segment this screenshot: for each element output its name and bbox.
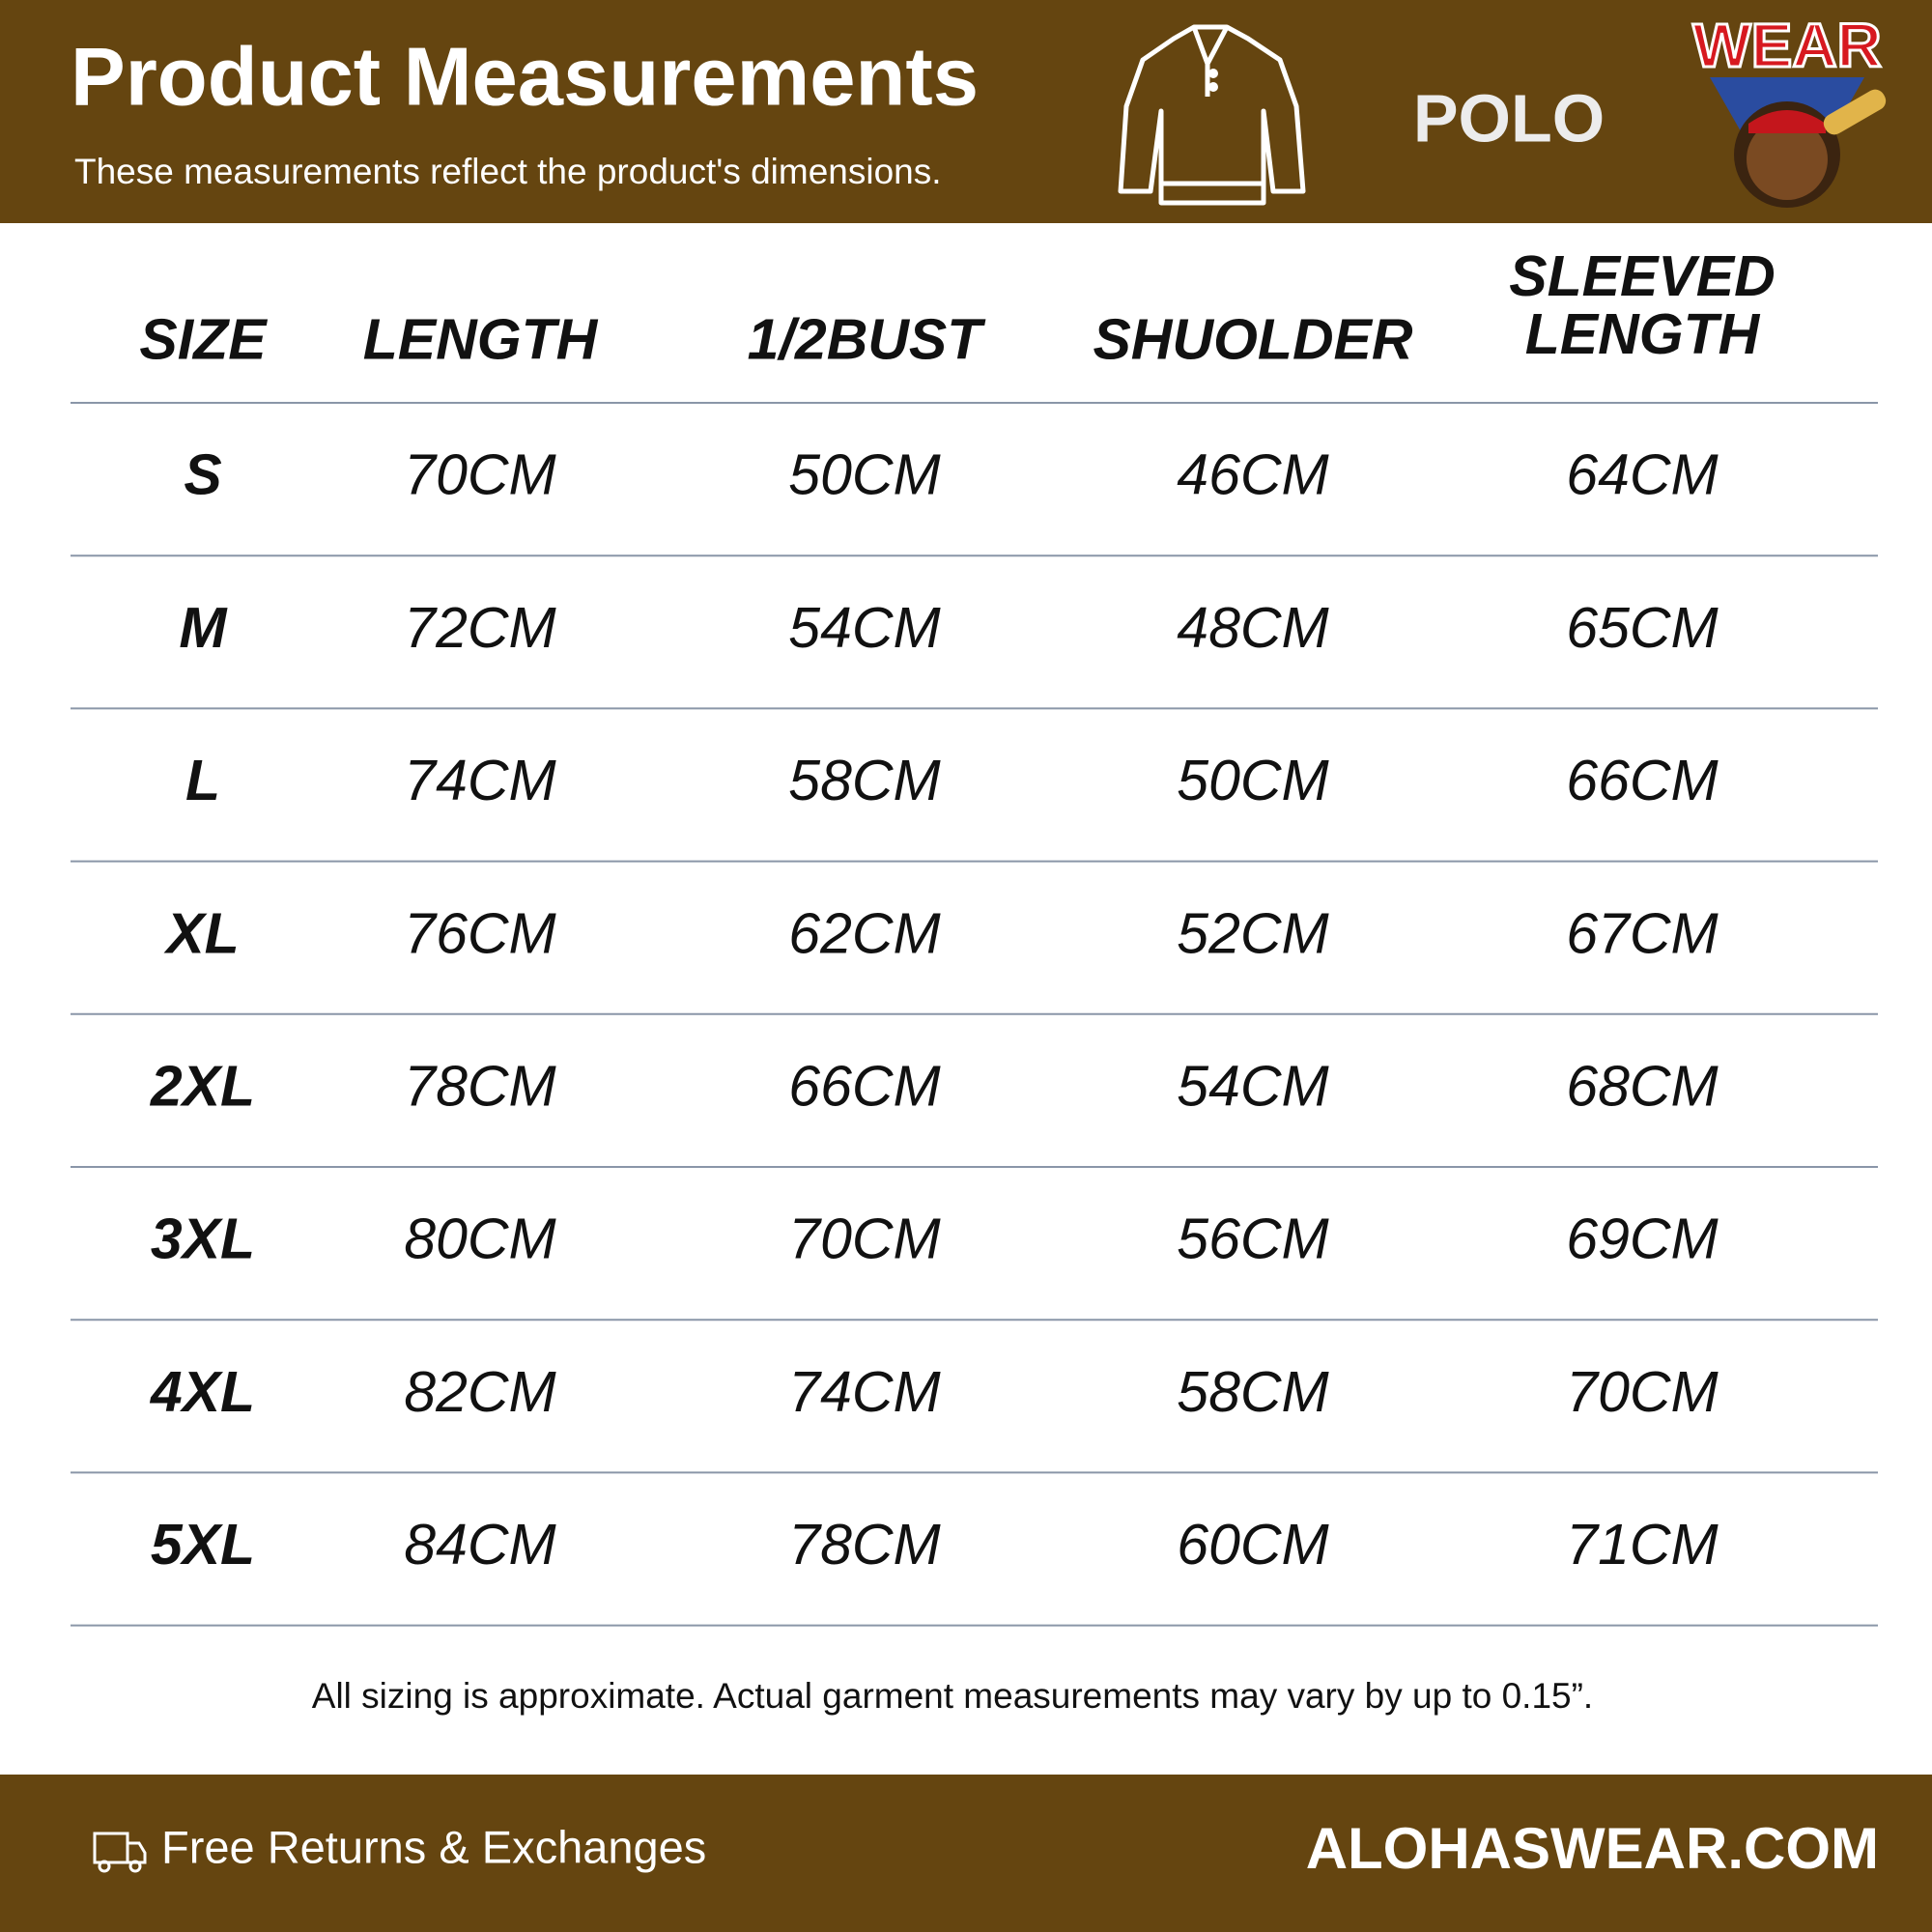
header-band: [0, 0, 1932, 223]
cell-value: 70CM: [788, 1208, 941, 1271]
column-header: 1/2BUST: [748, 308, 987, 372]
cell-value: 60CM: [1177, 1513, 1329, 1577]
size-label: S: [184, 443, 221, 507]
truck-icon: [93, 1832, 147, 1873]
cell-value: 67CM: [1566, 901, 1719, 965]
cell-value: 72CM: [404, 596, 556, 660]
cell-value: 78CM: [404, 1054, 556, 1118]
column-header: SIZE: [139, 308, 268, 372]
cell-value: 74CM: [404, 749, 556, 812]
cell-value: 58CM: [1177, 1360, 1329, 1424]
title: Product Measurements: [71, 31, 979, 123]
cell-value: 76CM: [404, 901, 556, 965]
polo-icon: [1118, 24, 1306, 206]
cell-value: 64CM: [1566, 443, 1719, 507]
cell-value: 52CM: [1177, 901, 1329, 965]
cell-value: 58CM: [788, 749, 941, 812]
footer-note: All sizing is approximate. Actual garmen…: [312, 1676, 1593, 1716]
subtitle: These measurements reflect the product's…: [74, 152, 942, 191]
cell-value: 56CM: [1177, 1208, 1329, 1271]
column-header: LENGTH: [363, 308, 599, 372]
cell-value: 70CM: [404, 443, 556, 507]
logo-text: WEAR: [1692, 11, 1882, 80]
cell-value: 80CM: [404, 1208, 556, 1271]
cell-value: 54CM: [1177, 1054, 1329, 1118]
size-label: 5XL: [151, 1513, 255, 1577]
cell-value: 78CM: [788, 1513, 941, 1577]
cell-value: 48CM: [1177, 596, 1329, 660]
cell-value: 69CM: [1566, 1208, 1719, 1271]
size-label: 2XL: [150, 1054, 255, 1118]
cell-value: 66CM: [1566, 749, 1719, 812]
cell-value: 50CM: [1177, 749, 1329, 812]
cell-value: 62CM: [788, 901, 941, 965]
cell-value: 74CM: [788, 1360, 941, 1424]
footer-band: [0, 1775, 1932, 1932]
returns-text: Free Returns & Exchanges: [161, 1821, 706, 1872]
size-label: L: [185, 749, 220, 812]
cell-value: 65CM: [1566, 596, 1719, 660]
cell-value: 54CM: [788, 596, 941, 660]
cell-value: 66CM: [788, 1054, 941, 1118]
cell-value: 68CM: [1566, 1054, 1719, 1118]
cell-value: 46CM: [1177, 443, 1329, 507]
cell-value: 82CM: [404, 1360, 556, 1424]
size-label: M: [179, 596, 228, 660]
cell-value: 50CM: [788, 443, 941, 507]
cell-value: 84CM: [404, 1513, 556, 1577]
logo: WEAR: [1691, 9, 1887, 208]
product-name: POLO: [1413, 80, 1605, 156]
column-header: SHUOLDER: [1093, 308, 1412, 372]
cell-value: 70CM: [1566, 1360, 1719, 1424]
size-label: 3XL: [151, 1208, 255, 1271]
size-label: 4XL: [150, 1360, 255, 1424]
size-label: XL: [163, 901, 239, 965]
column-header: SLEEVED LENGTH: [1509, 244, 1775, 366]
cell-value: 71CM: [1566, 1513, 1719, 1577]
site-text: ALOHASWEAR.COM: [1306, 1816, 1879, 1881]
